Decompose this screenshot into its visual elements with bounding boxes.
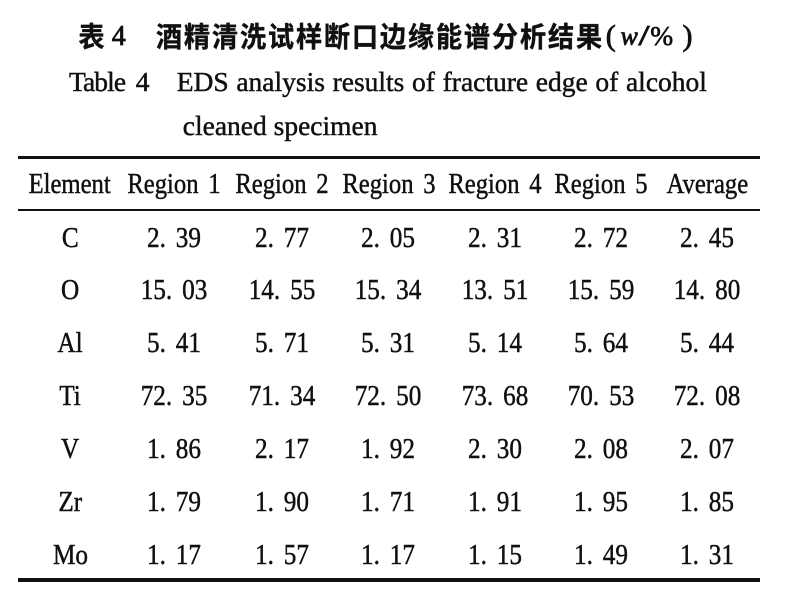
svg-text:%: % (650, 20, 673, 51)
svg-text:4: 4 (112, 21, 126, 52)
svg-text:/: / (639, 20, 651, 52)
svg-text:w: w (621, 22, 639, 51)
svg-text:(: ( (606, 19, 616, 52)
svg-text:): ) (683, 19, 693, 52)
